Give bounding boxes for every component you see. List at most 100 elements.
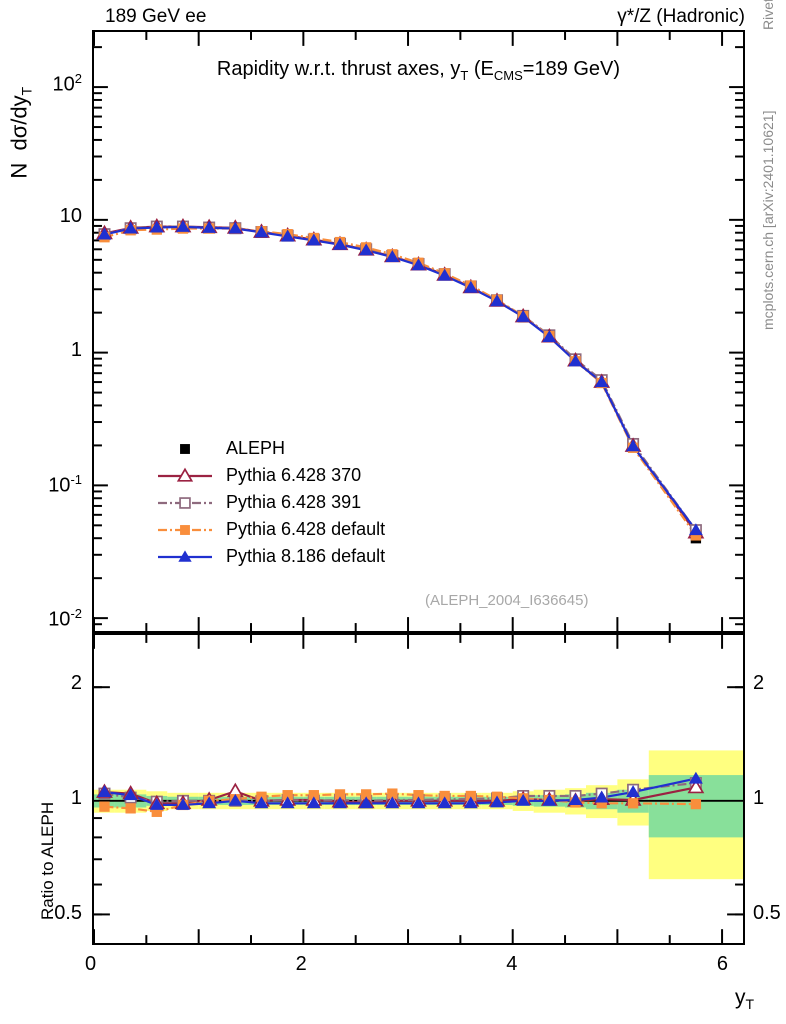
ratio-plot-panel	[92, 633, 745, 945]
marker-triangle-filled	[516, 793, 531, 806]
legend-key-square-filled-icon	[156, 439, 214, 459]
plot-title-post: =189 GeV)	[522, 58, 621, 80]
legend-item[interactable]: Pythia 6.428 default	[156, 516, 385, 543]
marker-square-filled	[125, 803, 136, 814]
marker-triangle-filled	[463, 796, 478, 809]
series-line	[104, 227, 697, 537]
plot-title-sub-t: T	[460, 68, 469, 83]
y-tick-label-ratio-right: 1	[753, 786, 765, 809]
marker-triangle-filled	[176, 798, 190, 810]
rivet-version-text: Rivet 4.1.0, ≥ 400k events	[760, 0, 776, 30]
marker-triangle-filled	[411, 796, 426, 809]
mcplots-reference-caption: mcplots.cern.ch [arXiv:2401.10621]	[760, 111, 786, 346]
ratio-plot-canvas	[93, 635, 743, 943]
legend-item[interactable]: Pythia 6.428 391	[156, 489, 385, 516]
marker-triangle-filled	[97, 785, 112, 798]
ratio-series-line	[104, 777, 697, 807]
ratio-y-axis-label: Ratio to ALEPH	[20, 760, 57, 920]
legend-item-label: Pythia 6.428 391	[226, 492, 362, 512]
marker-triangle-filled	[254, 796, 269, 809]
analysis-id-watermark: (ALEPH_2004_I636645)	[425, 592, 589, 609]
marker-triangle-filled	[202, 220, 217, 233]
legend-item[interactable]: Pythia 6.428 370	[156, 462, 385, 489]
marker-triangle-filled	[516, 309, 531, 322]
marker-triangle-filled	[228, 793, 243, 806]
marker-triangle-filled	[254, 225, 269, 238]
x-tick-label: 6	[716, 953, 729, 975]
marker-triangle-filled	[123, 788, 138, 801]
marker-triangle-filled	[437, 268, 452, 281]
y-tick-label-main: 102	[52, 71, 82, 97]
marker-triangle-filled	[688, 771, 703, 784]
y-label-n: N	[6, 162, 32, 179]
marker-triangle-filled	[97, 227, 112, 240]
y-tick-label-main: 10-1	[48, 472, 82, 498]
marker-square-filled	[180, 524, 190, 535]
legend: ALEPH Pythia 6.428 370 Pythia 6.428 391 Pyt…	[156, 435, 385, 570]
marker-triangle-filled	[437, 796, 452, 809]
marker-square-open	[179, 496, 191, 509]
marker-triangle-filled	[359, 796, 374, 809]
marker-triangle-filled	[385, 250, 400, 263]
ratio-series-line	[104, 781, 697, 803]
header-process: γ*/Z (Hadronic)	[617, 6, 745, 27]
marker-triangle-filled	[568, 793, 583, 805]
plot-title-mid: (E	[468, 58, 494, 80]
legend-item-label: Pythia 8.186 default	[226, 546, 386, 566]
legend-key-square-open-icon	[156, 493, 214, 513]
marker-triangle-filled	[202, 796, 217, 809]
marker-square-filled	[334, 789, 346, 800]
marker-triangle-filled	[178, 549, 192, 562]
y-label-expr: dσ/dy	[6, 95, 32, 151]
marker-square-filled	[465, 790, 477, 802]
y-tick-label-ratio-right: 2	[753, 671, 765, 694]
x-axis-label: yT	[735, 986, 754, 1012]
marker-square-filled	[596, 798, 607, 809]
marker-square-filled	[360, 789, 372, 800]
y-tick-label-ratio-left: 2	[70, 671, 82, 694]
marker-square-filled	[308, 790, 319, 801]
marker-triangle-filled	[359, 243, 374, 256]
marker-square-filled	[151, 806, 162, 817]
marker-triangle-filled	[626, 785, 641, 798]
marker-triangle-filled	[333, 237, 347, 250]
marker-triangle-filled	[149, 220, 164, 233]
legend-key-triangle-open-icon	[156, 466, 214, 486]
marker-square-filled	[387, 788, 398, 799]
marker-triangle-filled	[280, 796, 295, 809]
marker-triangle-filled	[149, 798, 164, 810]
rivet-version-caption: Rivet 4.1.0, ≥ 400k events	[760, 0, 786, 46]
x-label-sub: T	[745, 996, 755, 1013]
marker-triangle-filled	[594, 375, 609, 388]
y-tick-label-ratio-right: 0.5	[753, 902, 781, 925]
legend-item[interactable]: ALEPH	[156, 435, 385, 462]
legend-key-triangle-filled-icon	[156, 547, 214, 567]
marker-triangle-open	[687, 778, 705, 794]
legend-item[interactable]: Pythia 8.186 default	[156, 543, 385, 570]
marker-triangle-filled	[385, 796, 400, 809]
marker-square-filled	[690, 798, 702, 810]
y-label-sub: T	[18, 86, 35, 96]
marker-triangle-filled	[176, 219, 190, 232]
marker-triangle-filled	[411, 258, 426, 271]
marker-square-filled	[180, 443, 190, 454]
y-tick-label-main: 10-2	[48, 606, 82, 631]
legend-item-label: Pythia 6.428 370	[226, 465, 362, 485]
header-beam-energy: 189 GeV ee	[105, 6, 207, 27]
x-tick-label: 0	[85, 953, 97, 975]
plot-title-sub-cms: CMS	[493, 68, 523, 83]
legend-key-square-filled-icon	[156, 520, 214, 540]
main-plot-canvas	[93, 32, 743, 631]
marker-triangle-open	[176, 467, 194, 482]
x-label-main: y	[735, 986, 746, 1009]
y-tick-label-ratio-left: 0.5	[54, 902, 82, 925]
y-tick-label-main: 10	[59, 205, 82, 228]
marker-triangle-filled	[463, 280, 478, 293]
legend-item-label: ALEPH	[226, 438, 286, 458]
marker-triangle-filled	[306, 796, 321, 809]
plot-title-pre: Rapidity w.r.t. thrust axes, y	[216, 58, 461, 80]
main-y-axis-label-text: N dσ/dyT	[6, 78, 35, 188]
series-line	[104, 225, 697, 531]
marker-triangle-filled	[688, 523, 703, 536]
